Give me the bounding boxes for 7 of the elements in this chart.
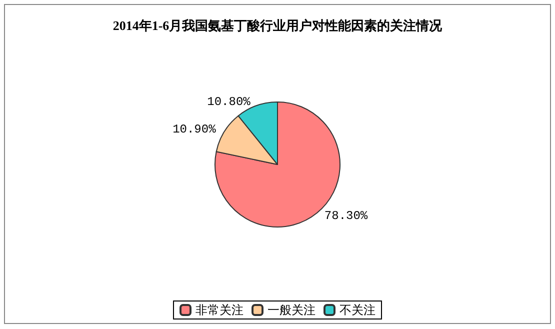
chart-title: 2014年1-6月我国氨基丁酸行业用户对性能因素的关注情况 [112,18,444,33]
data-label: 10.90% [172,122,217,137]
data-label: 10.80% [207,94,252,109]
data-label: 78.30% [324,209,368,224]
legend-label: 不关注 [340,303,376,317]
legend-label: 非常关注 [196,303,244,317]
legend-label: 一般关注 [268,303,316,317]
